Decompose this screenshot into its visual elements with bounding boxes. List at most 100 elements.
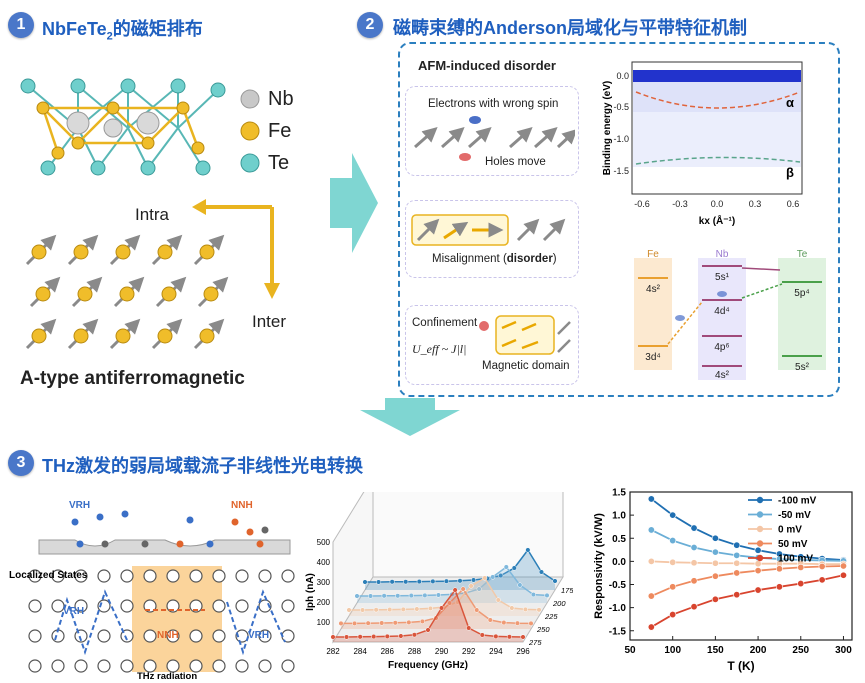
- iph-data-point: [506, 634, 512, 640]
- responsivity-data-point: [733, 541, 741, 549]
- arpes-ytick: 0.0: [616, 71, 629, 81]
- localized-state: [212, 569, 226, 583]
- responsivity-data-point: [690, 543, 698, 551]
- responsivity-data-point: [647, 495, 655, 503]
- iph-data-point: [514, 620, 520, 626]
- fe-level: 4s²: [646, 284, 661, 295]
- localized-state: [51, 599, 65, 613]
- localized-state: [120, 569, 134, 583]
- x-tick-label: 50: [624, 645, 636, 656]
- iph-tick-label: 400: [317, 558, 331, 567]
- fe-atom: [77, 286, 93, 302]
- iph-data-point: [376, 579, 382, 585]
- responsivity-series-line: [650, 529, 844, 562]
- localized-state: [258, 659, 272, 673]
- down-arrow-icon: [360, 398, 460, 436]
- fe-atom: [119, 286, 135, 302]
- responsivity-data-point: [733, 569, 741, 577]
- localized-state: [28, 659, 42, 673]
- responsivity-chart: 50 100 150 200 250 300 1.5 1.0 0.5 0.0 -0.5 -1.0 -1.…: [593, 488, 853, 673]
- legend-marker: [756, 554, 764, 562]
- localized-state: [74, 659, 88, 673]
- iph-tick-label: 200: [317, 598, 331, 607]
- iph-data-point: [387, 607, 393, 613]
- localized-state: [143, 629, 157, 643]
- iph-data-point: [346, 607, 352, 613]
- iph-data-point: [338, 620, 344, 626]
- y-tick-label: -1.5: [609, 626, 627, 637]
- localized-state: [258, 569, 272, 583]
- chart-floor: [332, 576, 564, 643]
- iph-data-point: [422, 592, 428, 598]
- iph-data-point: [392, 620, 398, 626]
- fe-atom: [35, 286, 51, 302]
- iph-data-point: [538, 569, 544, 575]
- iph-data-point: [414, 606, 420, 612]
- iph-data-point: [474, 607, 480, 613]
- iph-data-point: [439, 605, 445, 611]
- responsivity-data-point: [690, 577, 698, 585]
- arpes-xtick: -0.3: [672, 199, 688, 209]
- localized-state: [97, 569, 111, 583]
- legend-fe: Fe: [268, 119, 292, 142]
- confinement-box: [405, 305, 579, 385]
- iph-data-point: [389, 579, 395, 585]
- responsivity-data-point: [818, 562, 826, 570]
- plot-frame: [629, 491, 853, 641]
- responsivity-series-line: [651, 560, 844, 566]
- iph-data-point: [498, 573, 504, 579]
- section-1-badge: 1: [8, 12, 34, 38]
- iph-data-point: [468, 583, 474, 589]
- iph-data-point: [471, 577, 477, 583]
- legend-label: 50 mV: [778, 539, 808, 550]
- iph-data-point: [530, 592, 536, 598]
- legend-label: -100 mV: [778, 496, 817, 507]
- section-2-badge: 2: [357, 12, 383, 38]
- iph-waterfall-chart: 282 284 286 288 290 292 294 296 100 200 300 400 500 F…: [305, 492, 573, 671]
- arpes-ytick: -1.5: [613, 166, 629, 176]
- localized-state: [120, 599, 134, 613]
- legend-label: 0 mV: [778, 525, 802, 536]
- freq-tick-label: 290: [435, 647, 449, 656]
- iph-data-point: [381, 593, 387, 599]
- iph-data-point: [509, 605, 515, 611]
- localized-state: [74, 599, 88, 613]
- responsivity-data-point: [669, 611, 677, 619]
- mechanism-panel: [398, 42, 840, 397]
- fe-atom: [31, 244, 47, 260]
- iph-data-point: [384, 633, 390, 639]
- localized-state: [258, 629, 272, 643]
- localized-state: [189, 569, 203, 583]
- iph-data-point: [552, 578, 558, 584]
- y-tick-label: -0.5: [609, 580, 627, 591]
- iph-data-point: [511, 565, 517, 571]
- inter-label: Inter: [252, 312, 287, 331]
- responsivity-data-point: [797, 563, 805, 571]
- iph-data-point: [416, 579, 422, 585]
- legend-label: -50 mV: [778, 510, 811, 521]
- te-column-label: Te: [797, 249, 808, 260]
- responsivity-data-point: [690, 603, 698, 611]
- localized-state: [143, 659, 157, 673]
- responsivity-data-point: [754, 567, 762, 575]
- x-tick-label: 100: [664, 645, 681, 656]
- vrh-top-label: VRH: [69, 500, 90, 511]
- responsivity-data-point: [647, 623, 655, 631]
- iph-data-point: [476, 586, 482, 592]
- legend-te: Te: [268, 151, 290, 174]
- fe-column-label: Fe: [647, 249, 659, 260]
- iph-data-point: [406, 619, 412, 625]
- nb-atom-icon: [240, 89, 260, 109]
- nb-level: 4s²: [715, 370, 730, 381]
- iph-tick-label: 100: [317, 618, 331, 627]
- x-tick-label: 150: [707, 645, 724, 656]
- afm-caption: A-type antiferromagnetic: [20, 368, 245, 389]
- localized-state: [189, 659, 203, 673]
- freq-tick-label: 282: [326, 647, 340, 656]
- iph-data-point: [354, 593, 360, 599]
- responsivity-data-point: [754, 546, 762, 554]
- localized-state: [74, 569, 88, 583]
- legend-marker: [756, 496, 764, 504]
- responsivity-data-point: [669, 511, 677, 519]
- fe-atom: [161, 286, 177, 302]
